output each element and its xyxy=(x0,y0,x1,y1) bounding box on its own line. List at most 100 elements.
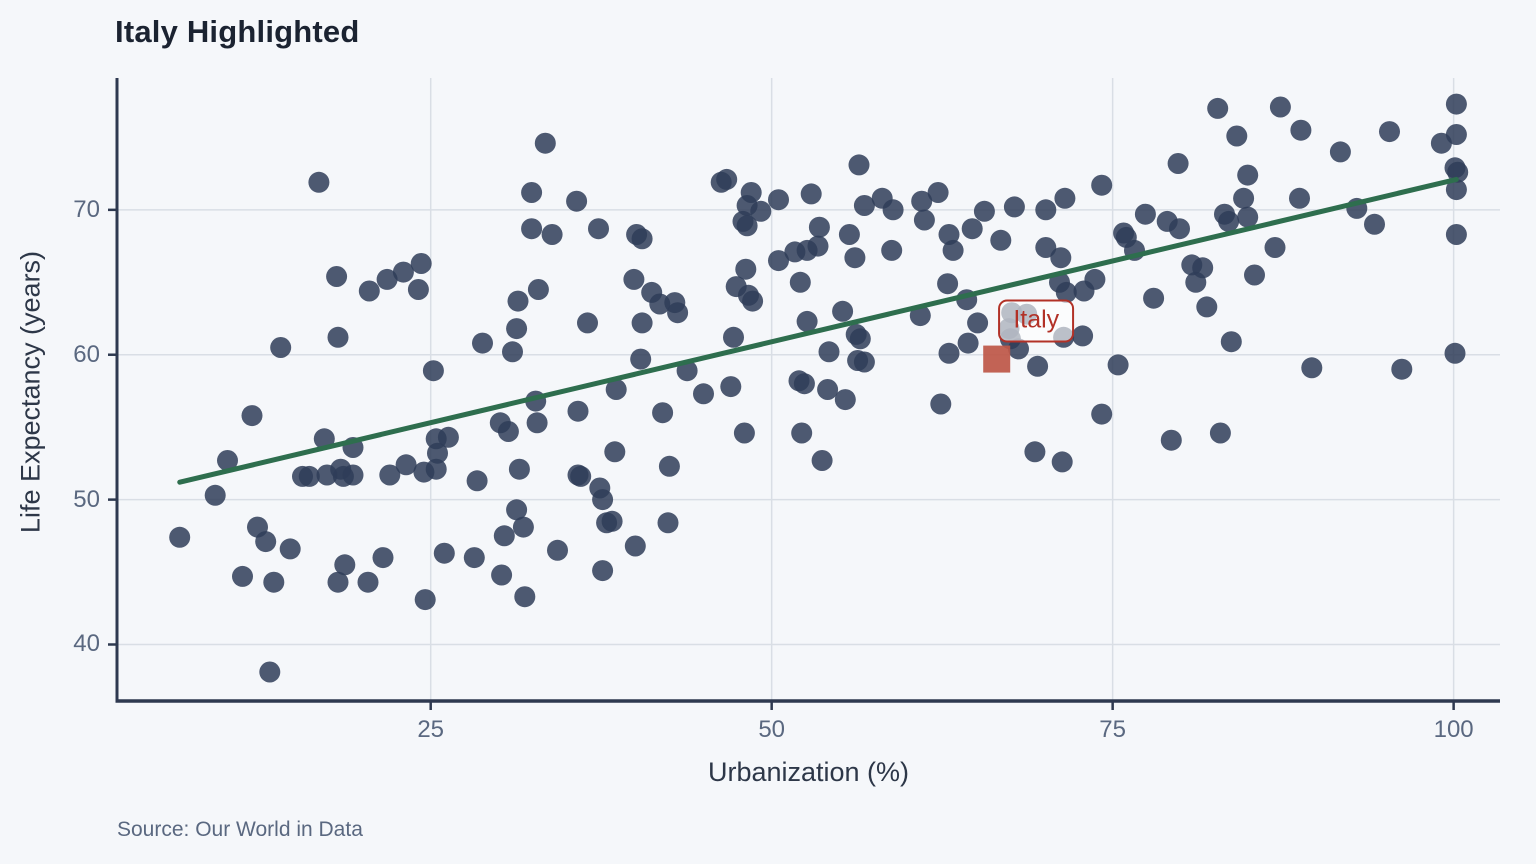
data-point xyxy=(1091,174,1113,196)
data-point xyxy=(930,393,952,415)
data-point xyxy=(567,400,589,422)
data-point xyxy=(853,195,875,216)
data-point xyxy=(1073,280,1095,302)
data-point xyxy=(791,422,813,444)
data-point xyxy=(232,565,253,587)
data-point xyxy=(601,510,623,532)
data-point xyxy=(502,341,523,363)
data-point xyxy=(466,470,488,492)
data-point xyxy=(768,250,789,272)
data-point xyxy=(358,280,380,302)
data-point xyxy=(1445,179,1467,201)
data-point xyxy=(961,218,983,240)
data-point xyxy=(327,326,349,348)
data-point xyxy=(334,554,356,576)
data-point xyxy=(742,290,764,312)
data-point xyxy=(623,268,645,290)
data-point xyxy=(957,332,979,354)
data-point xyxy=(817,379,839,400)
data-point xyxy=(693,383,714,405)
data-point xyxy=(832,300,854,322)
y-axis-title: Life Expectancy (years) xyxy=(15,250,46,534)
data-point xyxy=(1003,196,1025,218)
data-point xyxy=(723,326,744,348)
data-point xyxy=(1207,97,1229,119)
data-point xyxy=(1379,121,1400,143)
data-point xyxy=(1027,355,1049,377)
data-point xyxy=(811,450,833,471)
data-point xyxy=(630,348,652,370)
data-point xyxy=(357,571,379,593)
data-point xyxy=(1167,153,1189,174)
data-point xyxy=(1209,422,1231,444)
data-point xyxy=(1269,96,1291,118)
trend-line xyxy=(177,176,1459,485)
data-point xyxy=(270,337,292,358)
data-point xyxy=(433,542,455,564)
data-point xyxy=(1237,164,1259,186)
data-point xyxy=(588,218,609,240)
data-point xyxy=(1237,206,1259,228)
x-tick-label-50: 50 xyxy=(758,716,786,743)
data-point xyxy=(1290,119,1312,141)
data-point xyxy=(938,224,960,245)
x-axis-title: Urbanization (%) xyxy=(707,757,910,787)
data-point xyxy=(1264,237,1286,258)
data-point xyxy=(807,235,829,257)
data-point xyxy=(735,258,757,280)
data-point xyxy=(259,661,281,683)
data-point xyxy=(342,464,364,486)
data-point xyxy=(326,266,348,287)
data-point xyxy=(1226,125,1248,147)
data-point xyxy=(507,290,529,312)
data-point xyxy=(1035,237,1057,258)
y-tick-label-60: 60 xyxy=(73,340,100,368)
data-point xyxy=(1091,403,1113,425)
data-point xyxy=(255,531,277,553)
data-point xyxy=(1218,210,1240,232)
data-point xyxy=(392,261,414,283)
data-point xyxy=(733,422,755,444)
data-point xyxy=(667,302,689,324)
highlight-point-italy xyxy=(983,345,1011,373)
data-point xyxy=(279,538,301,560)
data-point xyxy=(298,465,320,487)
data-point xyxy=(514,586,536,608)
x-tick-label-75: 75 xyxy=(1099,716,1126,743)
data-point xyxy=(521,182,543,203)
data-point xyxy=(768,189,789,211)
data-point xyxy=(849,328,871,350)
data-point xyxy=(911,190,933,212)
data-point xyxy=(327,571,349,593)
data-point xyxy=(1301,357,1323,379)
data-point xyxy=(508,458,530,480)
data-point xyxy=(506,499,528,521)
data-point xyxy=(838,224,860,245)
data-point xyxy=(526,412,548,434)
data-point xyxy=(506,318,528,340)
data-point xyxy=(882,199,904,221)
source-note: Source: Our World in Data xyxy=(117,818,363,841)
data-point xyxy=(1289,187,1310,209)
data-point xyxy=(750,200,772,222)
data-point xyxy=(938,342,960,364)
y-tick-label-40: 40 xyxy=(73,630,100,658)
data-point xyxy=(512,516,534,538)
x-tick-label-25: 25 xyxy=(417,716,445,743)
data-point xyxy=(541,224,563,245)
data-point xyxy=(204,484,226,506)
data-point xyxy=(657,512,679,534)
data-point xyxy=(379,464,401,486)
data-point xyxy=(658,455,680,477)
data-point xyxy=(793,373,815,395)
data-point xyxy=(624,535,646,557)
data-point xyxy=(818,341,840,363)
data-point xyxy=(425,458,447,480)
data-point xyxy=(1169,218,1190,240)
data-point xyxy=(967,312,989,334)
data-point xyxy=(927,182,949,203)
data-point xyxy=(1196,296,1218,318)
highlight-label-italy: Italy xyxy=(998,299,1075,343)
data-point xyxy=(1050,247,1072,269)
data-point xyxy=(570,465,592,487)
